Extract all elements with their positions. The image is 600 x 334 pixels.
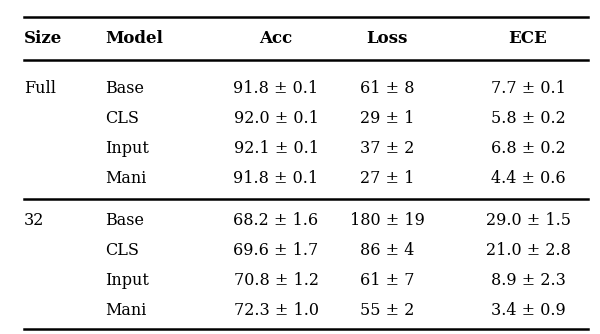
Text: 61 ± 8: 61 ± 8 bbox=[360, 80, 414, 97]
Text: 180 ± 19: 180 ± 19 bbox=[350, 212, 424, 229]
Text: 4.4 ± 0.6: 4.4 ± 0.6 bbox=[491, 170, 565, 187]
Text: Input: Input bbox=[105, 272, 149, 289]
Text: 61 ± 7: 61 ± 7 bbox=[360, 272, 414, 289]
Text: 37 ± 2: 37 ± 2 bbox=[360, 140, 414, 157]
Text: 29 ± 1: 29 ± 1 bbox=[360, 110, 414, 127]
Text: 32: 32 bbox=[24, 212, 44, 229]
Text: 55 ± 2: 55 ± 2 bbox=[360, 302, 414, 319]
Text: 68.2 ± 1.6: 68.2 ± 1.6 bbox=[233, 212, 319, 229]
Text: 6.8 ± 0.2: 6.8 ± 0.2 bbox=[491, 140, 565, 157]
Text: 27 ± 1: 27 ± 1 bbox=[360, 170, 414, 187]
Text: 92.0 ± 0.1: 92.0 ± 0.1 bbox=[233, 110, 319, 127]
Text: Base: Base bbox=[105, 80, 144, 97]
Text: 21.0 ± 2.8: 21.0 ± 2.8 bbox=[485, 242, 571, 259]
Text: 86 ± 4: 86 ± 4 bbox=[360, 242, 414, 259]
Text: 3.4 ± 0.9: 3.4 ± 0.9 bbox=[491, 302, 565, 319]
Text: Size: Size bbox=[24, 30, 62, 47]
Text: Acc: Acc bbox=[259, 30, 293, 47]
Text: Mani: Mani bbox=[105, 302, 146, 319]
Text: Loss: Loss bbox=[367, 30, 407, 47]
Text: 8.9 ± 2.3: 8.9 ± 2.3 bbox=[491, 272, 565, 289]
Text: Full: Full bbox=[24, 80, 56, 97]
Text: ECE: ECE bbox=[509, 30, 547, 47]
Text: 91.8 ± 0.1: 91.8 ± 0.1 bbox=[233, 170, 319, 187]
Text: 92.1 ± 0.1: 92.1 ± 0.1 bbox=[233, 140, 319, 157]
Text: CLS: CLS bbox=[105, 110, 139, 127]
Text: CLS: CLS bbox=[105, 242, 139, 259]
Text: 69.6 ± 1.7: 69.6 ± 1.7 bbox=[233, 242, 319, 259]
Text: 29.0 ± 1.5: 29.0 ± 1.5 bbox=[485, 212, 571, 229]
Text: 7.7 ± 0.1: 7.7 ± 0.1 bbox=[491, 80, 565, 97]
Text: Mani: Mani bbox=[105, 170, 146, 187]
Text: Model: Model bbox=[105, 30, 163, 47]
Text: 5.8 ± 0.2: 5.8 ± 0.2 bbox=[491, 110, 565, 127]
Text: Input: Input bbox=[105, 140, 149, 157]
Text: 91.8 ± 0.1: 91.8 ± 0.1 bbox=[233, 80, 319, 97]
Text: Base: Base bbox=[105, 212, 144, 229]
Text: 72.3 ± 1.0: 72.3 ± 1.0 bbox=[233, 302, 319, 319]
Text: 70.8 ± 1.2: 70.8 ± 1.2 bbox=[233, 272, 319, 289]
